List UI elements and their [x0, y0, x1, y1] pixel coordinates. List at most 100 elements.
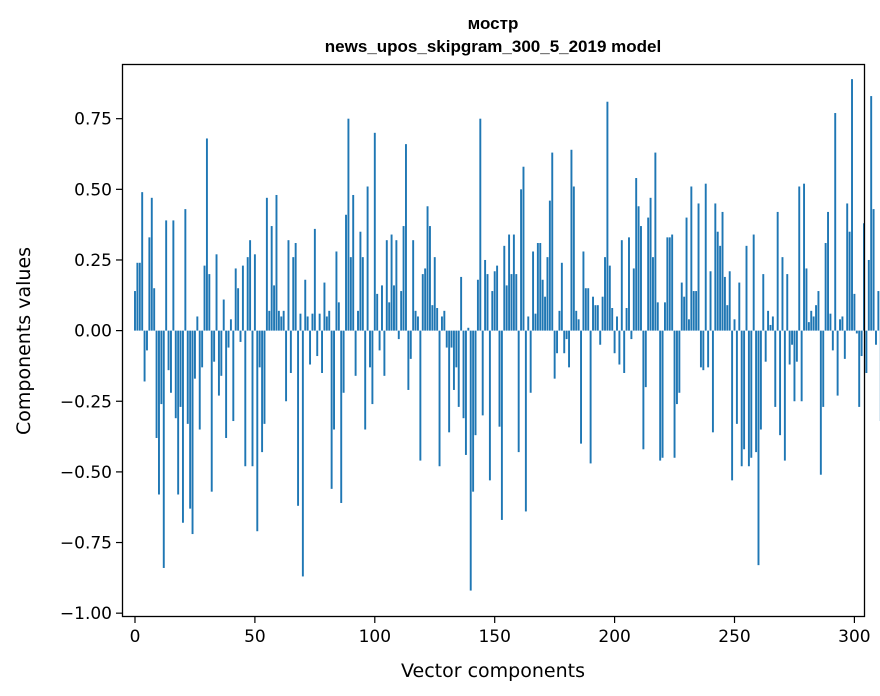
- bar-169: [539, 243, 542, 331]
- bar-250: [733, 319, 736, 331]
- bar-187: [582, 251, 585, 331]
- bar-259: [755, 330, 758, 453]
- bar-258: [752, 234, 755, 331]
- bar-65: [289, 330, 292, 373]
- bar-120: [421, 274, 424, 331]
- bar-128: [440, 316, 443, 331]
- bar-25: [193, 330, 196, 379]
- bar-225: [673, 330, 676, 458]
- bar-177: [558, 310, 561, 331]
- bar-31: [208, 274, 211, 331]
- bar-301: [855, 330, 858, 334]
- bar-171: [544, 296, 547, 331]
- bar-228: [680, 282, 683, 331]
- bar-255: [745, 245, 748, 331]
- bar-176: [556, 330, 559, 354]
- bar-68: [297, 330, 300, 506]
- bar-145: [481, 330, 484, 416]
- bar-274: [791, 330, 794, 345]
- bar-115: [409, 330, 412, 359]
- bar-231: [687, 319, 690, 331]
- bar-252: [738, 282, 741, 331]
- bar-40: [229, 319, 232, 331]
- bar-291: [831, 330, 834, 351]
- bar-168: [536, 243, 539, 331]
- bar-16: [172, 220, 175, 331]
- bar-165: [529, 330, 532, 393]
- bar-217: [654, 152, 657, 331]
- bar-92: [354, 330, 357, 376]
- bar-249: [731, 330, 734, 481]
- bar-38: [225, 330, 228, 438]
- bar-242: [714, 203, 717, 331]
- bar-132: [450, 330, 453, 348]
- bar-58: [273, 285, 276, 331]
- bar-223: [668, 237, 671, 331]
- bar-127: [438, 330, 441, 467]
- x-tick-label: 100: [359, 627, 391, 647]
- bar-245: [721, 211, 724, 331]
- bar-90: [349, 257, 352, 331]
- bar-125: [433, 257, 436, 331]
- bar-143: [476, 279, 479, 331]
- bar-60: [277, 310, 280, 331]
- x-axis: 0 50 100 150 200 250 300: [130, 616, 871, 647]
- bar-180: [565, 330, 568, 340]
- bar-210: [637, 206, 640, 331]
- bar-116: [412, 240, 415, 331]
- bar-69: [299, 313, 302, 331]
- bar-32: [210, 330, 213, 492]
- bar-88: [345, 214, 347, 331]
- bar-244: [719, 245, 722, 331]
- bar-234: [695, 291, 698, 331]
- bar-161: [520, 189, 523, 331]
- bar-29: [203, 265, 206, 331]
- bar-281: [807, 322, 810, 331]
- bar-184: [575, 310, 578, 331]
- chart-title-line2: news_upos_skipgram_300_5_2019 model: [325, 37, 661, 56]
- y-tick-label: 0.75: [74, 110, 112, 130]
- bar-261: [759, 330, 762, 430]
- bar-236: [699, 330, 702, 368]
- bar-126: [436, 308, 439, 331]
- y-tick-label: −0.50: [60, 463, 112, 483]
- bar-33: [213, 330, 216, 362]
- bar-71: [304, 279, 307, 331]
- bar-195: [601, 296, 604, 331]
- bar-303: [860, 330, 863, 357]
- bar-30: [205, 138, 208, 331]
- bar-164: [527, 316, 530, 331]
- bar-256: [747, 330, 750, 467]
- bar-112: [402, 226, 405, 331]
- bar-51: [256, 330, 259, 532]
- bar-215: [649, 197, 652, 331]
- bar-200: [613, 330, 616, 354]
- bar-77: [318, 313, 321, 331]
- bar-67: [294, 243, 297, 331]
- bar-12: [162, 330, 165, 568]
- bar-129: [443, 310, 446, 331]
- bar-72: [306, 316, 309, 331]
- bar-4: [143, 330, 146, 382]
- y-tick-label: 0.25: [74, 251, 112, 271]
- bar-9: [155, 330, 158, 438]
- bar-277: [798, 186, 801, 331]
- bar-214: [647, 217, 650, 331]
- bar-0: [134, 291, 136, 331]
- bar-224: [671, 234, 674, 331]
- bar-212: [642, 330, 645, 450]
- x-tick-label: 150: [478, 627, 510, 647]
- bar-89: [347, 118, 350, 331]
- bar-133: [452, 330, 455, 390]
- bar-146: [484, 259, 487, 331]
- bar-293: [836, 330, 839, 396]
- bar-98: [369, 330, 371, 368]
- bar-14: [167, 330, 170, 371]
- bar-287: [822, 330, 825, 407]
- bar-52: [258, 330, 261, 368]
- bar-290: [829, 313, 832, 331]
- bar-220: [661, 330, 664, 458]
- bar-123: [428, 226, 431, 331]
- x-tick-label: 200: [598, 627, 630, 647]
- bar-91: [352, 194, 355, 331]
